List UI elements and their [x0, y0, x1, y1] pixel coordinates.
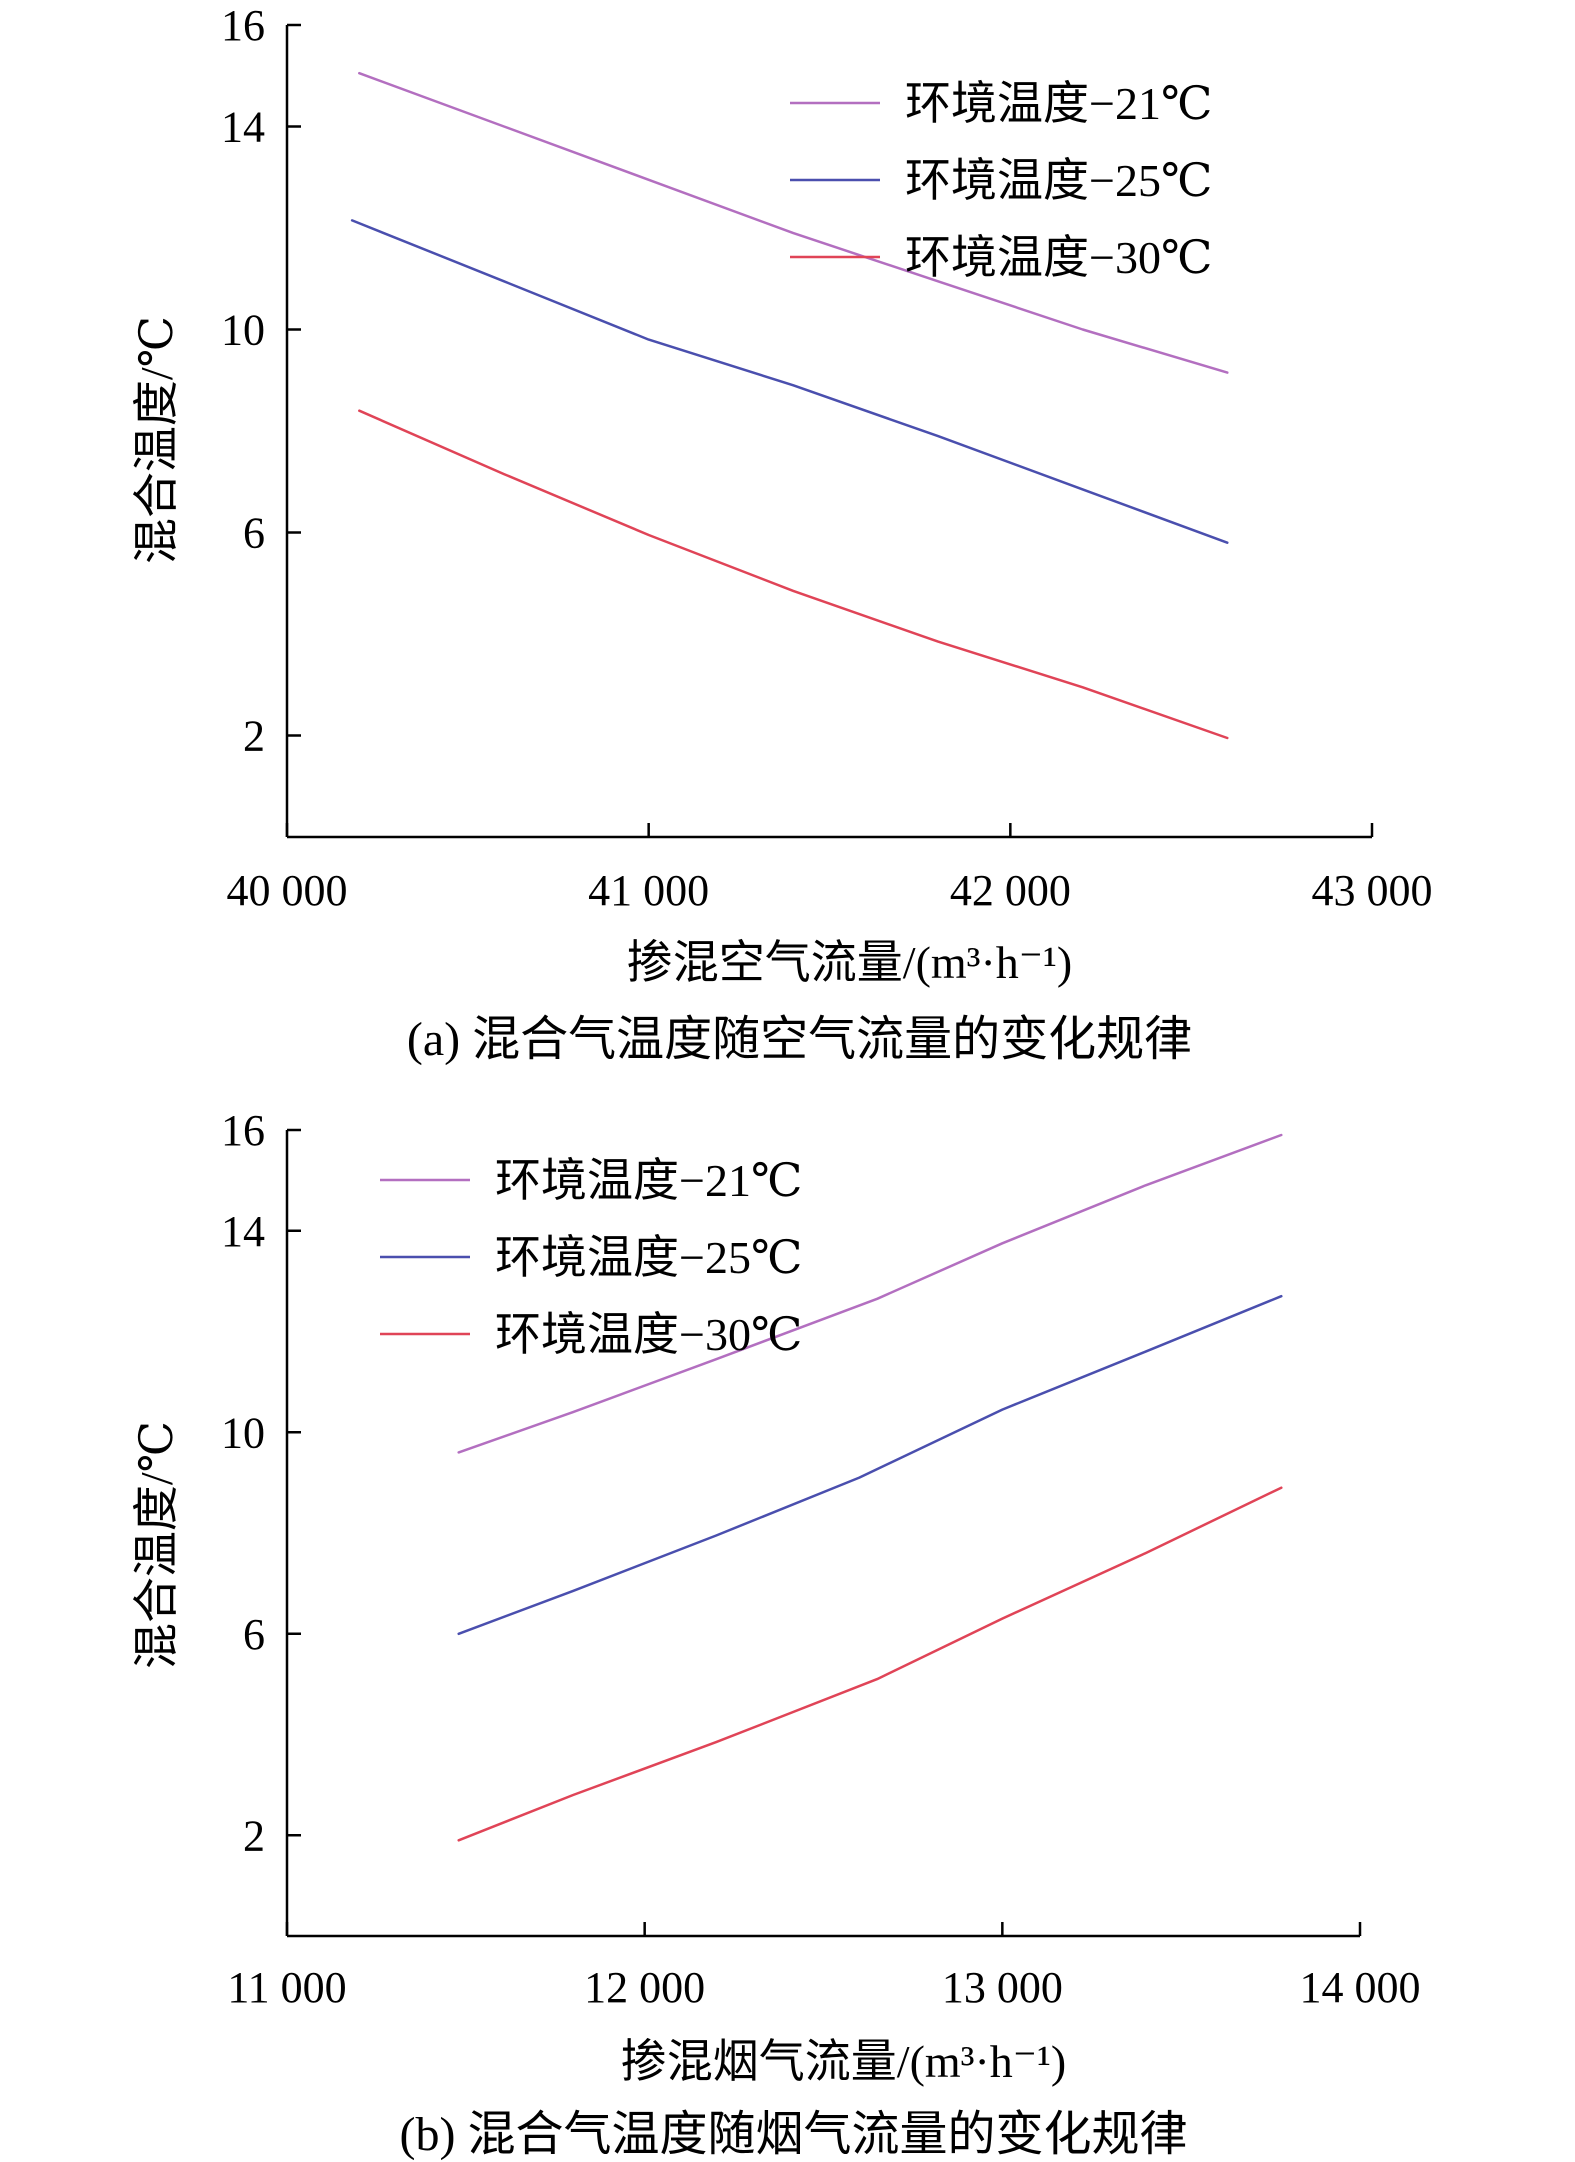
x-tick-label: 13 000 — [942, 1963, 1063, 2012]
series-line-3 — [358, 409, 1229, 740]
series-line-1 — [457, 1133, 1283, 1454]
legend-label-1: 环境温度−21℃ — [905, 78, 1212, 129]
y-axis-title: 混合温度/℃ — [131, 1421, 182, 1669]
x-tick-label: 43 000 — [1312, 866, 1433, 915]
x-tick-label: 42 000 — [950, 866, 1071, 915]
series-line-2 — [457, 1294, 1283, 1636]
x-axis-title: 掺混烟气流量/(m³·h⁻¹) — [621, 2036, 1066, 2087]
legend-label-3: 环境温度−30℃ — [905, 232, 1212, 283]
series-line-2 — [350, 219, 1229, 544]
y-tick-label: 16 — [221, 1, 265, 50]
y-tick-label: 6 — [243, 509, 265, 558]
x-tick-label: 12 000 — [584, 1963, 705, 2012]
legend-label-1: 环境温度−21℃ — [495, 1155, 802, 1206]
legend-label-3: 环境温度−30℃ — [495, 1309, 802, 1360]
x-tick-label: 41 000 — [588, 866, 709, 915]
y-tick-label: 6 — [243, 1610, 265, 1659]
y-tick-label: 2 — [243, 1811, 265, 1860]
figure-caption: (b) 混合气温度随烟气流量的变化规律 — [400, 2108, 1188, 2161]
y-tick-label: 14 — [221, 1207, 265, 1256]
chart-panel-a: 2 6 10 14 16 40 000 41 000 42 000 43 000 掺混空气流量/(… — [131, 1, 1433, 1066]
x-axis-title: 掺混空气流量/(m³·h⁻¹) — [627, 937, 1072, 988]
series-line-3 — [457, 1486, 1283, 1842]
x-tick-label: 40 000 — [227, 866, 348, 915]
legend-label-2: 环境温度−25℃ — [495, 1232, 802, 1283]
y-axis-title: 混合温度/℃ — [131, 316, 182, 564]
y-tick-label: 16 — [221, 1106, 265, 1155]
legend-label-2: 环境温度−25℃ — [905, 155, 1212, 206]
y-tick-label: 10 — [221, 306, 265, 355]
series-line-1 — [358, 71, 1229, 374]
chart-panel-b: 2 6 10 14 16 11 000 12 000 13 000 14 000 掺混烟气流量/(… — [131, 1106, 1421, 2161]
legend: 环境温度−21℃ 环境温度−25℃ 环境温度−30℃ — [790, 78, 1212, 283]
y-tick-label: 2 — [243, 712, 265, 761]
x-tick-label: 14 000 — [1300, 1963, 1421, 2012]
y-tick-label: 14 — [221, 103, 265, 152]
legend: 环境温度−21℃ 环境温度−25℃ 环境温度−30℃ — [380, 1155, 802, 1360]
y-tick-label: 10 — [221, 1408, 265, 1457]
x-tick-label: 11 000 — [227, 1963, 346, 2012]
figure-caption: (a) 混合气温度随空气流量的变化规律 — [407, 1013, 1192, 1066]
